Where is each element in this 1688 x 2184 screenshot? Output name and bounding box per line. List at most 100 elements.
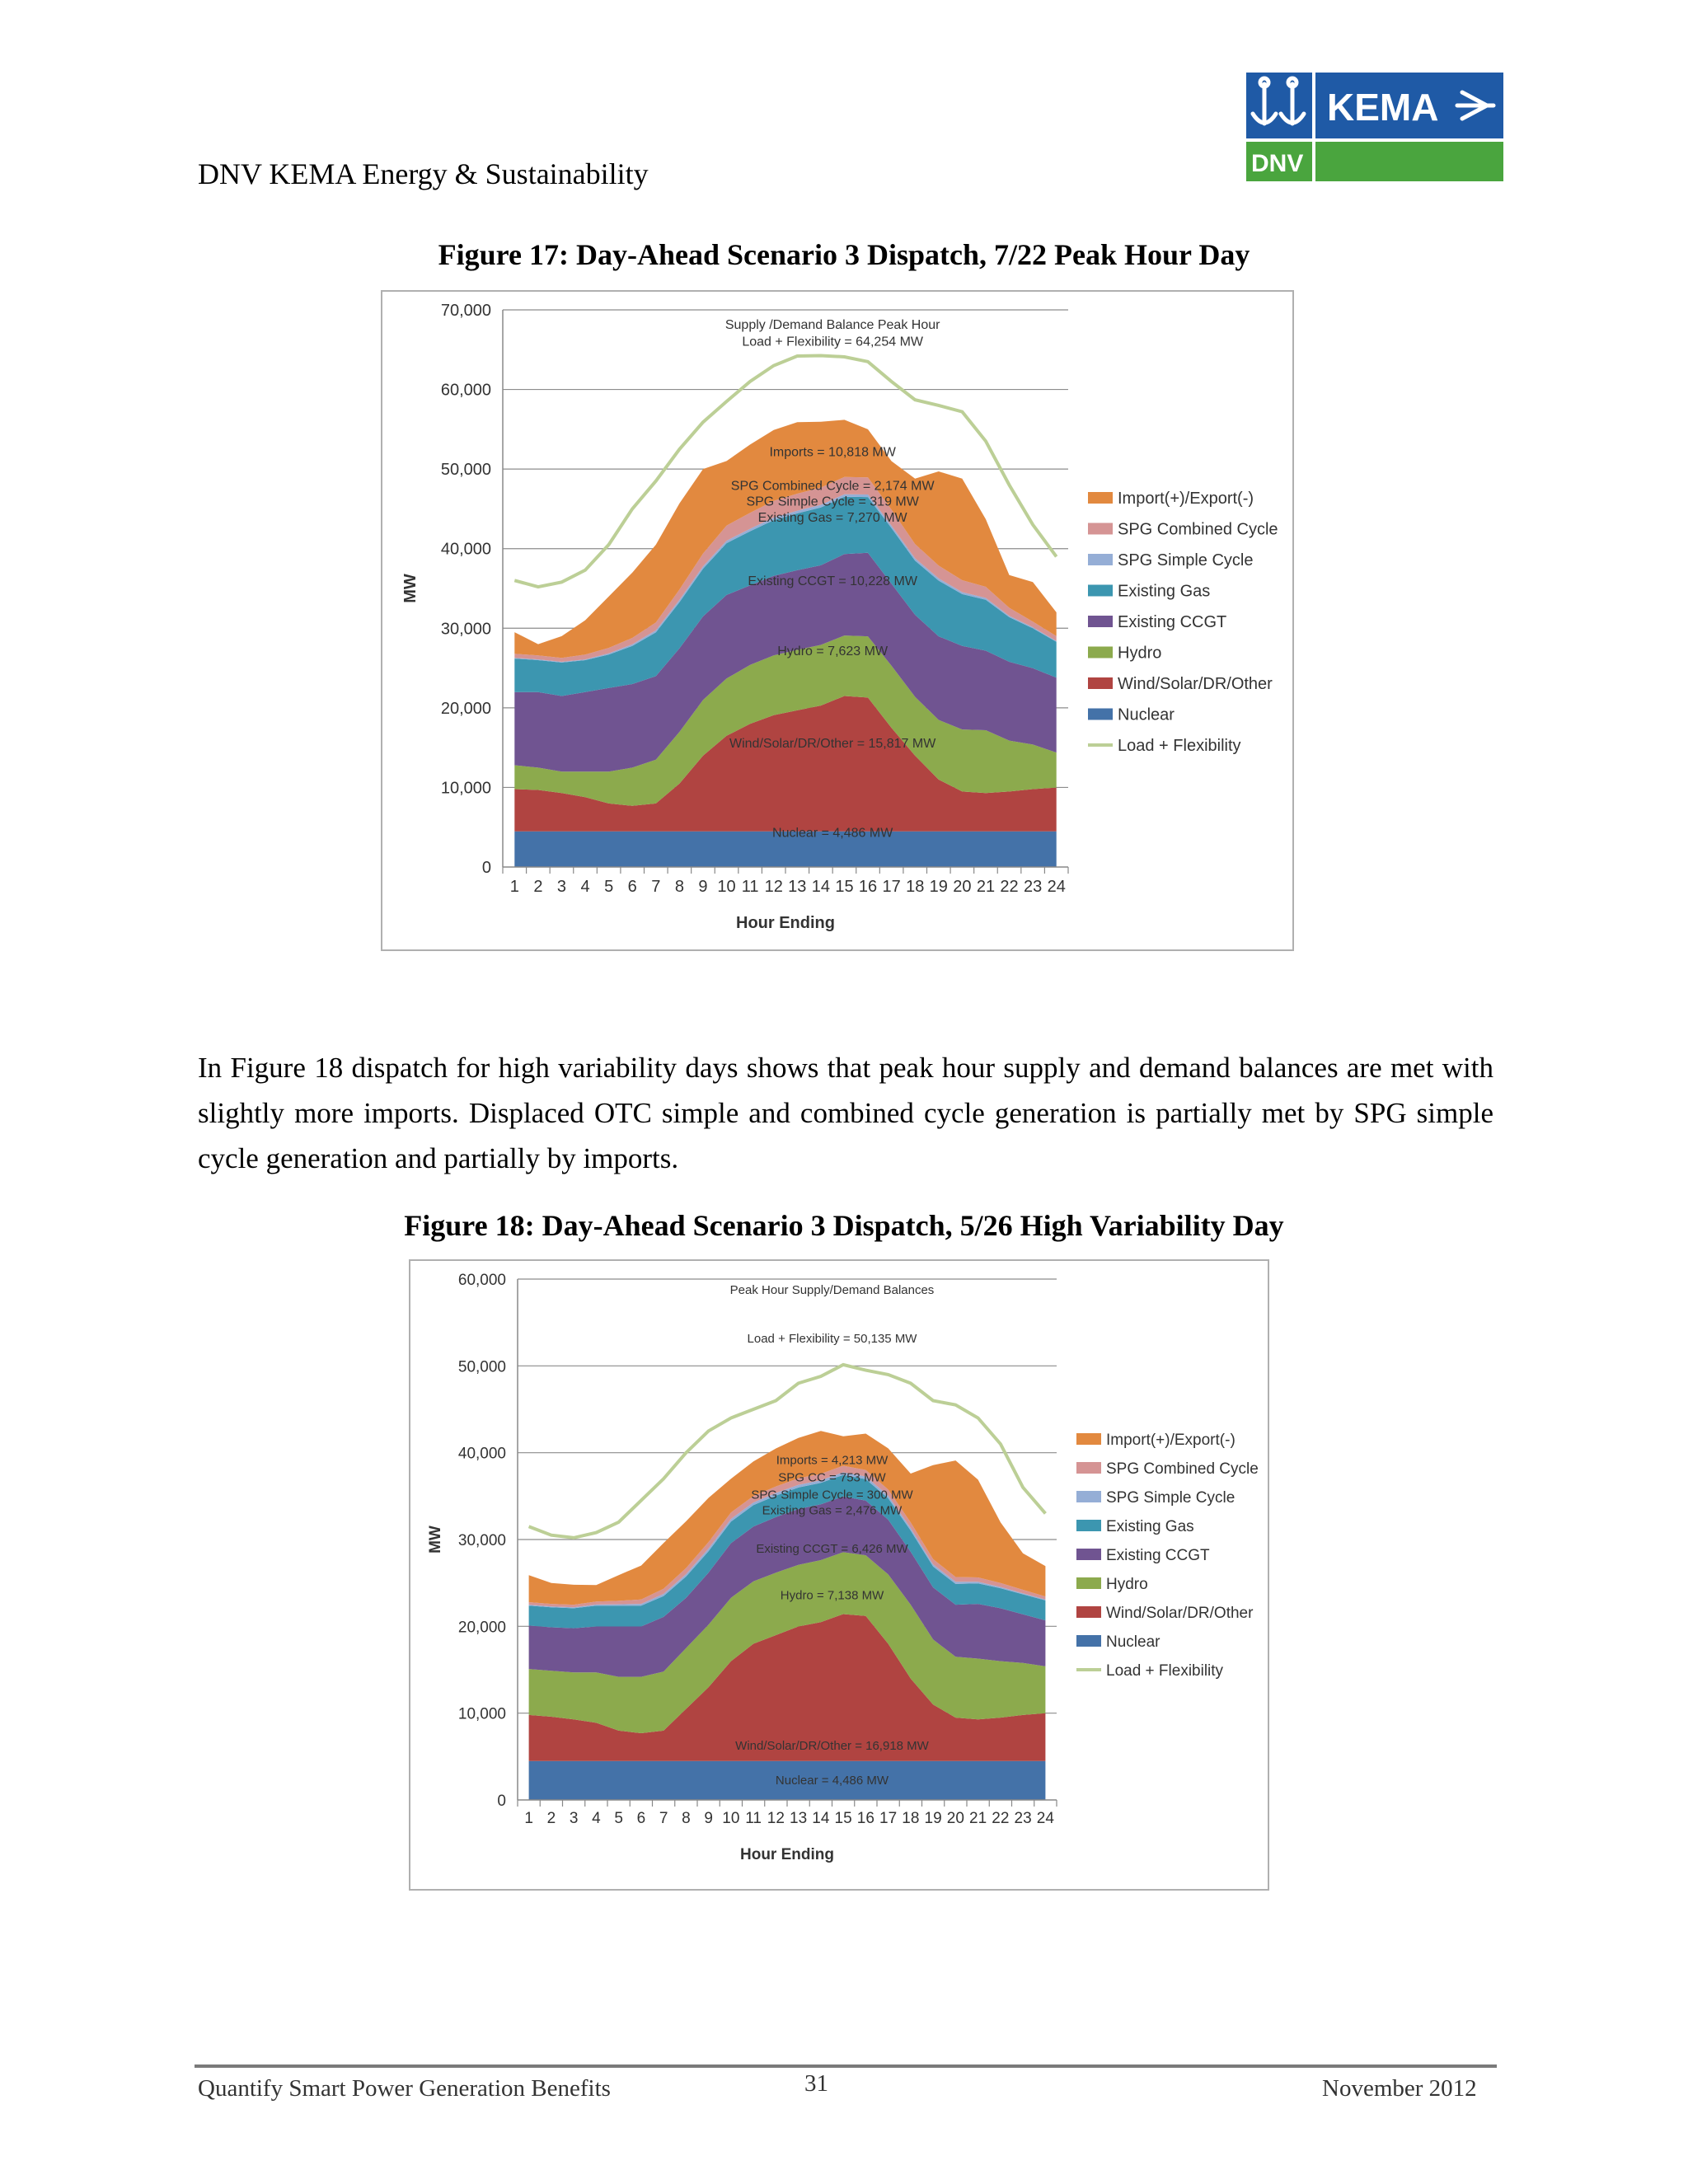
- figure17-ytick-label: 40,000: [441, 541, 491, 559]
- figure17-annotation: Wind/Solar/DR/Other = 15,817 MW: [729, 737, 936, 751]
- figure18-ytick-label: 30,000: [458, 1532, 506, 1549]
- figure17-ytick-label: 20,000: [441, 700, 491, 718]
- figure17-area-import-export: [514, 419, 1057, 658]
- figure17-xtick-label: 21: [977, 878, 995, 896]
- figure17-legend-label-hydro: Hydro: [1118, 644, 1161, 663]
- figure18-legend-swatch-spg-simple-cycle: [1076, 1491, 1101, 1502]
- figure17-area-wind-solar-dr-other: [514, 696, 1057, 832]
- figure18-xtick-label: 15: [835, 1810, 852, 1827]
- figure17-legend-swatch-existing-gas: [1088, 584, 1113, 597]
- figure17-area-existing-ccgt: [514, 552, 1057, 772]
- figure18-annotation: Existing Gas = 2,476 MW: [762, 1503, 903, 1517]
- figure17-xtick-label: 16: [859, 878, 877, 896]
- figure17-legend-label-wind-solar-dr-other: Wind/Solar/DR/Other: [1118, 675, 1273, 693]
- figure18-xlabel: Hour Ending: [740, 1846, 834, 1863]
- figure17-ytick-label: 0: [482, 859, 491, 877]
- figure17-legend-label-import-export: Import(+)/Export(-): [1118, 490, 1254, 508]
- figure17-xtick-label: 19: [930, 878, 948, 896]
- figure18-annotation: Existing CCGT = 6,426 MW: [756, 1542, 908, 1556]
- figure18-legend-label-wind-solar-dr-other: Wind/Solar/DR/Other: [1106, 1605, 1254, 1622]
- figure18-legend-label-spg-simple-cycle: SPG Simple Cycle: [1106, 1489, 1235, 1507]
- figure18-legend-swatch-wind-solar-dr-other: [1076, 1606, 1101, 1618]
- figure18-xtick-label: 5: [614, 1810, 623, 1827]
- figure18-title: Figure 18: Day-Ahead Scenario 3 Dispatch…: [404, 1209, 1284, 1242]
- figure17-xtick-label: 7: [651, 878, 660, 896]
- figure17-area-hydro: [514, 635, 1057, 806]
- figure18-xtick-label: 24: [1037, 1810, 1055, 1827]
- page-number: 31: [804, 2070, 828, 2097]
- figure17-annotation: Nuclear = 4,486 MW: [772, 826, 893, 840]
- figure18-legend-label-hydro: Hydro: [1106, 1576, 1148, 1593]
- figure17-legend-swatch-existing-ccgt: [1088, 616, 1113, 627]
- figure18-area-import-export: [528, 1431, 1046, 1605]
- figure17-xtick-label: 20: [953, 878, 971, 896]
- figure17-xtick-label: 11: [742, 878, 759, 896]
- figure18-annotation: Load + Flexibility = 50,135 MW: [748, 1332, 918, 1346]
- figure18-legend-label-spg-combined-cycle: SPG Combined Cycle: [1106, 1460, 1259, 1478]
- figure18-xtick-label: 10: [722, 1810, 739, 1827]
- figure18-area-wind-solar-dr-other: [528, 1614, 1046, 1761]
- figure18-xtick-label: 22: [992, 1810, 1009, 1827]
- figure17-legend-label-load-flexibility: Load + Flexibility: [1118, 737, 1241, 755]
- footer-rule: [195, 2064, 1497, 2068]
- figure17-xtick-label: 24: [1048, 878, 1066, 896]
- figure17-legend-label-nuclear: Nuclear: [1118, 706, 1175, 724]
- figure18-ytick-label: 60,000: [458, 1272, 506, 1289]
- figure18-xtick-label: 20: [947, 1810, 964, 1827]
- figure18-xtick-label: 23: [1015, 1810, 1032, 1827]
- figure18-legend-label-existing-ccgt: Existing CCGT: [1106, 1547, 1210, 1564]
- figure18-area-existing-ccgt: [528, 1496, 1046, 1677]
- figure18-legend-swatch-existing-gas: [1076, 1520, 1101, 1531]
- figure18-legend-swatch-import-export: [1076, 1433, 1101, 1445]
- figure17-annotation: SPG Combined Cycle = 2,174 MW: [731, 479, 935, 493]
- kema-logo: KEMA DNV: [1246, 73, 1503, 181]
- figure17-area-nuclear: [514, 831, 1057, 867]
- figure17-xtick-label: 5: [604, 878, 613, 896]
- figure17-xtick-label: 6: [628, 878, 637, 896]
- company-name: DNV KEMA Energy & Sustainability: [198, 157, 649, 190]
- figure18-legend-label-existing-gas: Existing Gas: [1106, 1518, 1194, 1535]
- figure17-legend-label-existing-ccgt: Existing CCGT: [1118, 613, 1226, 631]
- figure17-annotation: Existing CCGT = 10,228 MW: [748, 574, 917, 588]
- figure17-ytick-label: 30,000: [441, 620, 491, 638]
- figure18-xtick-label: 12: [767, 1810, 785, 1827]
- footer-right: November 2012: [1322, 2075, 1477, 2102]
- figure17-xtick-label: 10: [717, 878, 735, 896]
- svg-text:KEMA: KEMA: [1327, 86, 1438, 129]
- figure18-annotation: Hydro = 7,138 MW: [781, 1589, 884, 1603]
- figure18-area-existing-gas: [528, 1474, 1046, 1629]
- figure17-xtick-label: 17: [883, 878, 901, 896]
- figure18-legend-swatch-hydro: [1076, 1577, 1101, 1589]
- figure18-ytick-label: 10,000: [458, 1706, 506, 1723]
- figure17-xtick-label: 12: [765, 878, 783, 896]
- figure18-annotation: Wind/Solar/DR/Other = 16,918 MW: [735, 1739, 930, 1753]
- body-paragraph: In Figure 18 dispatch for high variabili…: [198, 1052, 1493, 1174]
- figure18-xtick-label: 9: [704, 1810, 713, 1827]
- figure18-xtick-label: 2: [547, 1810, 556, 1827]
- figure17-legend-label-existing-gas: Existing Gas: [1118, 583, 1210, 601]
- figure18-area-nuclear: [528, 1760, 1046, 1800]
- figure18-legend-swatch-nuclear: [1076, 1635, 1101, 1647]
- figure17-annotation: Existing Gas = 7,270 MW: [758, 511, 908, 525]
- figure18-xtick-label: 21: [969, 1810, 987, 1827]
- figure17-chart: 0 10,000 20,000 30,000 40,000 50,000 60,000 70,…: [381, 290, 1294, 951]
- figure18-xtick-label: 11: [745, 1810, 762, 1827]
- figure18-xtick-label: 8: [682, 1810, 691, 1827]
- figure18-legend-label-import-export: Import(+)/Export(-): [1106, 1432, 1236, 1449]
- figure17-ytick-label: 10,000: [441, 779, 491, 797]
- figure18-ytick-label: 0: [497, 1793, 506, 1810]
- figure17-xtick-label: 4: [580, 878, 589, 896]
- figure17-xtick-label: 9: [698, 878, 707, 896]
- figure17-legend-label-spg-simple-cycle: SPG Simple Cycle: [1118, 551, 1254, 569]
- figure18-ytick-label: 20,000: [458, 1619, 506, 1636]
- figure18-area-hydro: [528, 1552, 1046, 1733]
- figure17-xtick-label: 8: [675, 878, 684, 896]
- figure17-xtick-label: 13: [788, 878, 806, 896]
- figure18-legend-swatch-existing-ccgt: [1076, 1549, 1101, 1560]
- figure18-xtick-label: 7: [659, 1810, 668, 1827]
- figure17-xtick-label: 18: [906, 878, 924, 896]
- figure18-xtick-label: 6: [637, 1810, 646, 1827]
- figure18-annotation: SPG CC = 753 MW: [778, 1470, 886, 1484]
- figure17-area-existing-gas: [514, 496, 1057, 696]
